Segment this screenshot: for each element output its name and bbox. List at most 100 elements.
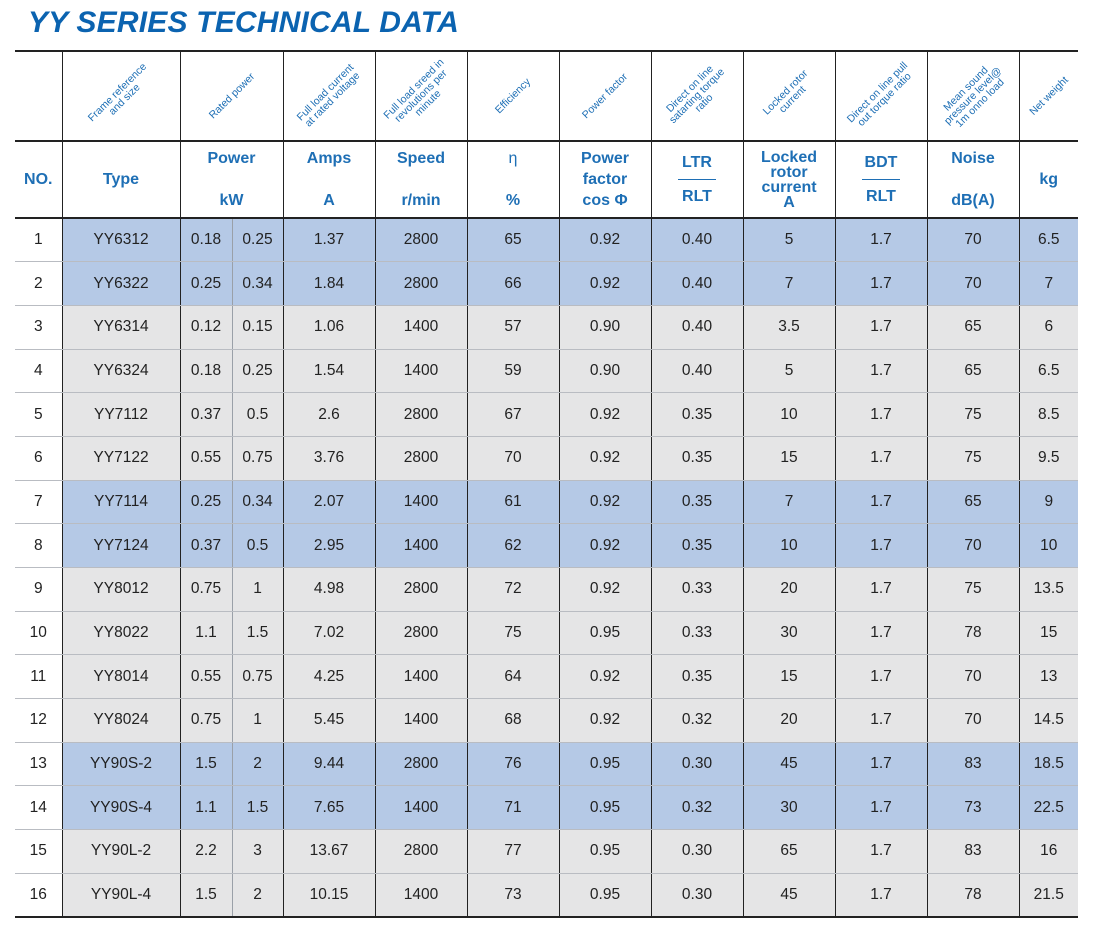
cell-power-min: 0.55	[179, 436, 232, 481]
cell-weight: 13	[1018, 654, 1078, 700]
cell-type: YY6322	[61, 261, 181, 306]
cell-no: 15	[15, 829, 63, 874]
cell-no: 13	[15, 742, 63, 787]
cell-no: 11	[15, 654, 63, 700]
cell-speed: 1400	[374, 785, 468, 831]
header-speed: Speed r/min	[374, 141, 468, 219]
cell-power-factor: 0.92	[558, 698, 652, 743]
cell-efficiency: 67	[466, 392, 560, 437]
cell-efficiency: 71	[466, 785, 560, 831]
cell-no: 9	[15, 567, 63, 612]
cell-type: YY90S-4	[61, 785, 181, 831]
cell-speed: 1400	[374, 305, 468, 350]
cell-bdt: 1.7	[834, 392, 928, 437]
cell-bdt: 1.7	[834, 873, 928, 918]
table-row: 9 YY8012 0.75 1 4.98 2800 72 0.92 0.33 20 1.7 75 13.…	[15, 567, 1078, 612]
cell-amps: 1.54	[282, 349, 376, 394]
header-power: Power kW	[179, 141, 284, 219]
cell-weight: 21.5	[1018, 873, 1078, 918]
cell-speed: 2800	[374, 261, 468, 306]
cell-speed: 2800	[374, 567, 468, 612]
cell-no: 8	[15, 523, 63, 568]
cell-ltr: 0.35	[650, 654, 744, 700]
cell-type: YY6314	[61, 305, 181, 350]
cell-ltr: 0.30	[650, 873, 744, 918]
cell-noise: 65	[926, 349, 1020, 394]
cell-type: YY6324	[61, 349, 181, 394]
cell-power-max: 0.34	[231, 480, 284, 525]
cell-type: YY90L-4	[61, 873, 181, 918]
cell-power-min: 1.5	[179, 873, 232, 918]
cell-no: 6	[15, 436, 63, 481]
rotated-header-speed: Full load sreed in revolutions per minut…	[374, 50, 468, 142]
cell-type: YY90L-2	[61, 829, 181, 874]
cell-ltr: 0.35	[650, 392, 744, 437]
cell-noise: 83	[926, 742, 1020, 787]
cell-noise: 65	[926, 305, 1020, 350]
cell-weight: 18.5	[1018, 742, 1078, 787]
cell-no: 1	[15, 218, 63, 263]
cell-power-max: 3	[231, 829, 284, 874]
rotated-header-blank	[15, 50, 63, 142]
table-body: 1 YY6312 0.18 0.25 1.37 2800 65 0.92 0.40 5 1.7 70 6…	[15, 218, 1078, 918]
cell-power-max: 2	[231, 742, 284, 787]
table-row: 15 YY90L-2 2.2 3 13.67 2800 77 0.95 0.30 65 1.7 83 1…	[15, 829, 1078, 874]
rotated-header-weight: Net weight	[1018, 50, 1078, 142]
cell-speed: 2800	[374, 218, 468, 263]
cell-bdt: 1.7	[834, 567, 928, 612]
cell-power-factor: 0.92	[558, 567, 652, 612]
header-type: Type	[61, 141, 181, 219]
cell-ltr: 0.32	[650, 698, 744, 743]
table-row: 2 YY6322 0.25 0.34 1.84 2800 66 0.92 0.40 7 1.7 70 7	[15, 261, 1078, 306]
cell-no: 14	[15, 785, 63, 831]
cell-power-factor: 0.92	[558, 261, 652, 306]
cell-weight: 14.5	[1018, 698, 1078, 743]
cell-noise: 70	[926, 698, 1020, 743]
cell-speed: 2800	[374, 611, 468, 656]
cell-power-max: 0.5	[231, 523, 284, 568]
cell-amps: 5.45	[282, 698, 376, 743]
cell-speed: 2800	[374, 829, 468, 874]
cell-amps: 3.76	[282, 436, 376, 481]
cell-amps: 4.98	[282, 567, 376, 612]
cell-amps: 2.95	[282, 523, 376, 568]
cell-power-factor: 0.95	[558, 785, 652, 831]
cell-noise: 75	[926, 392, 1020, 437]
cell-type: YY6312	[61, 218, 181, 263]
cell-no: 4	[15, 349, 63, 394]
cell-type: YY90S-2	[61, 742, 181, 787]
cell-power-min: 0.25	[179, 261, 232, 306]
cell-noise: 78	[926, 873, 1020, 918]
cell-no: 10	[15, 611, 63, 656]
cell-bdt: 1.7	[834, 261, 928, 306]
cell-power-factor: 0.95	[558, 829, 652, 874]
cell-efficiency: 73	[466, 873, 560, 918]
cell-power-min: 2.2	[179, 829, 232, 874]
cell-amps: 1.37	[282, 218, 376, 263]
cell-amps: 10.15	[282, 873, 376, 918]
cell-efficiency: 66	[466, 261, 560, 306]
table-row: 5 YY7112 0.37 0.5 2.6 2800 67 0.92 0.35 10 1.7 75 8.…	[15, 392, 1078, 437]
cell-speed: 2800	[374, 742, 468, 787]
cell-ltr: 0.35	[650, 436, 744, 481]
cell-power-min: 0.18	[179, 218, 232, 263]
table-row: 14 YY90S-4 1.1 1.5 7.65 1400 71 0.95 0.32 30 1.7 73…	[15, 785, 1078, 831]
cell-ltr: 0.33	[650, 611, 744, 656]
cell-bdt: 1.7	[834, 829, 928, 874]
cell-ltr: 0.32	[650, 785, 744, 831]
cell-amps: 2.07	[282, 480, 376, 525]
table-row: 13 YY90S-2 1.5 2 9.44 2800 76 0.95 0.30 45 1.7 83 18…	[15, 742, 1078, 787]
cell-power-factor: 0.90	[558, 305, 652, 350]
cell-power-max: 0.5	[231, 392, 284, 437]
cell-weight: 16	[1018, 829, 1078, 874]
cell-speed: 1400	[374, 523, 468, 568]
cell-locked-rotor-current: 10	[742, 392, 836, 437]
rotated-header-pullout-torque: Direct on line pull out torque ratio	[834, 50, 928, 142]
cell-efficiency: 72	[466, 567, 560, 612]
header-efficiency: η%	[466, 141, 560, 219]
cell-efficiency: 59	[466, 349, 560, 394]
cell-speed: 1400	[374, 698, 468, 743]
table-row: 12 YY8024 0.75 1 5.45 1400 68 0.92 0.32 20 1.7 70 14…	[15, 698, 1078, 743]
cell-power-max: 0.15	[231, 305, 284, 350]
cell-locked-rotor-current: 20	[742, 567, 836, 612]
